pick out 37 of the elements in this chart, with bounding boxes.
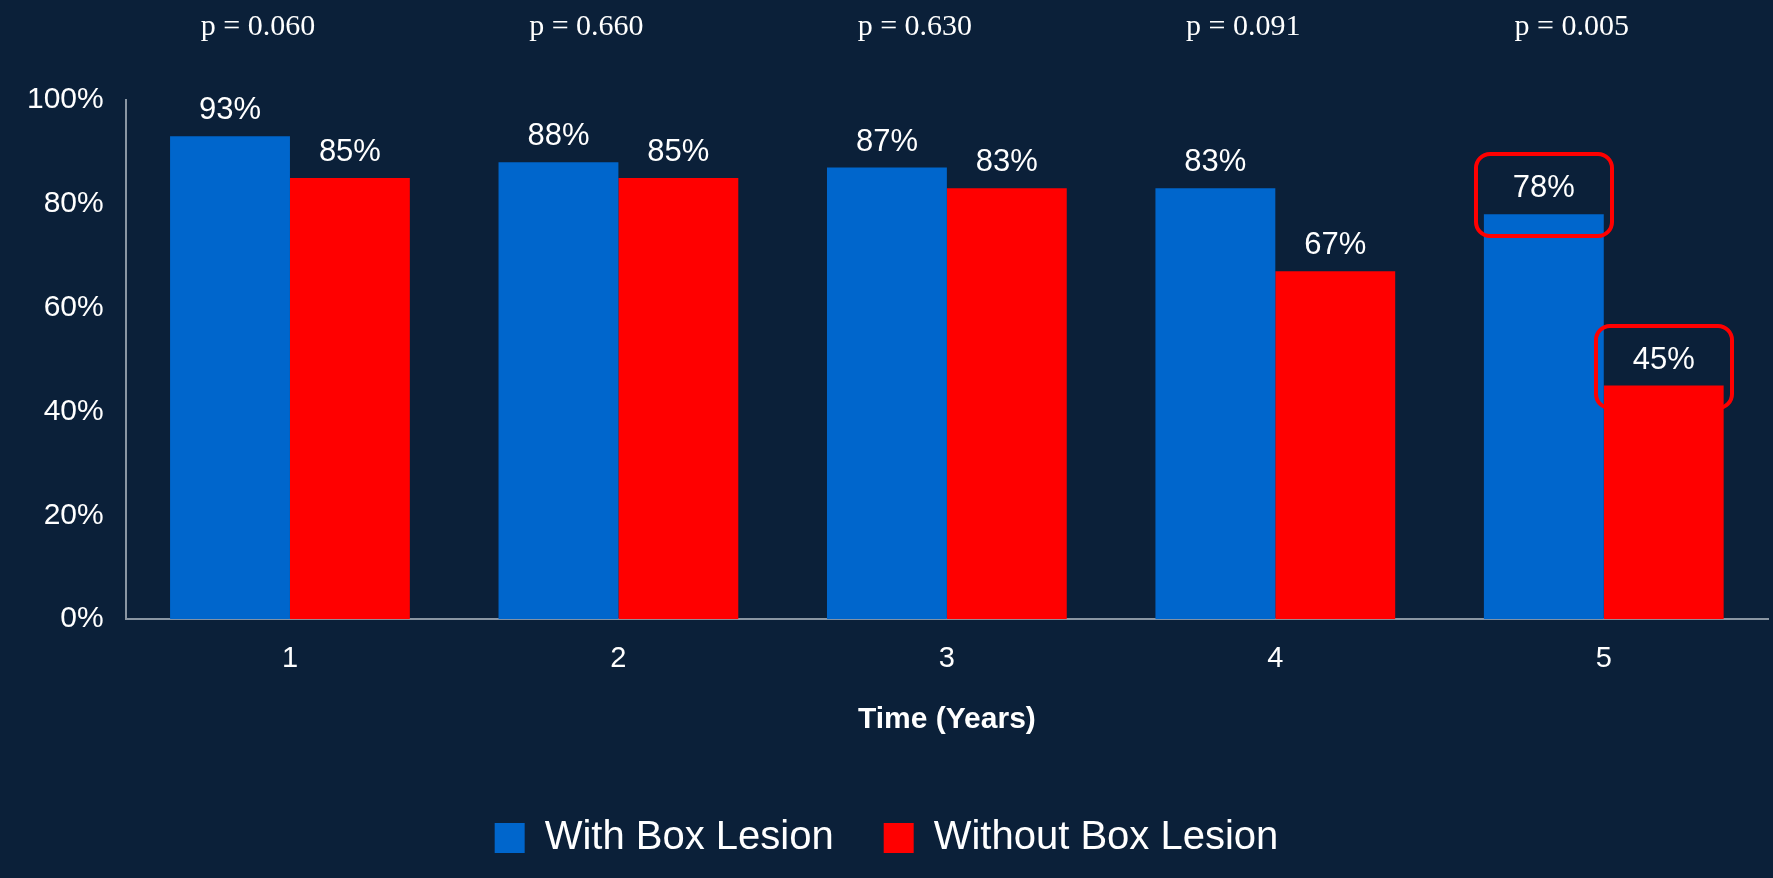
y-tick-label: 0% bbox=[60, 600, 104, 634]
y-tick-label: 20% bbox=[43, 496, 104, 530]
y-tick-label: 80% bbox=[43, 185, 104, 219]
data-label: 85% bbox=[647, 132, 710, 168]
bar bbox=[826, 167, 947, 620]
data-label: 45% bbox=[1632, 340, 1695, 376]
data-label: 78% bbox=[1512, 169, 1575, 205]
text: p = 0.005 bbox=[1514, 8, 1629, 42]
text: p = 0.060 bbox=[200, 8, 316, 42]
bar bbox=[498, 162, 619, 620]
bar bbox=[618, 177, 739, 620]
text: p = 0.660 bbox=[529, 8, 644, 42]
x-axis-title: Time (Years) bbox=[857, 701, 1036, 735]
text: p = 0.091 bbox=[1186, 8, 1301, 42]
y-tick-label: 60% bbox=[43, 288, 104, 322]
text: p = 0.630 bbox=[857, 8, 973, 42]
data-label: 83% bbox=[1184, 143, 1247, 179]
bar bbox=[170, 136, 290, 620]
x-tick-label: 1 bbox=[281, 640, 299, 673]
x-tick-label: 2 bbox=[610, 640, 627, 673]
bar bbox=[289, 177, 410, 620]
bar bbox=[1275, 271, 1396, 620]
y-tick-label: 40% bbox=[43, 392, 104, 426]
y-tick-label: 100% bbox=[26, 81, 104, 115]
legend-label: Without Box Lesion bbox=[933, 813, 1279, 858]
bar bbox=[946, 188, 1067, 620]
bar bbox=[1155, 188, 1276, 620]
data-label: 83% bbox=[975, 143, 1038, 179]
data-label: 88% bbox=[527, 117, 590, 153]
data-label: 67% bbox=[1304, 226, 1367, 262]
data-label: 85% bbox=[318, 132, 381, 168]
data-label: 93% bbox=[198, 91, 262, 127]
legend-label: With Box Lesion bbox=[544, 813, 834, 858]
x-tick-label: 3 bbox=[938, 640, 955, 673]
x-tick-label: 4 bbox=[1267, 640, 1284, 673]
data-label: 87% bbox=[855, 122, 918, 158]
x-tick-label: 5 bbox=[1595, 640, 1612, 673]
